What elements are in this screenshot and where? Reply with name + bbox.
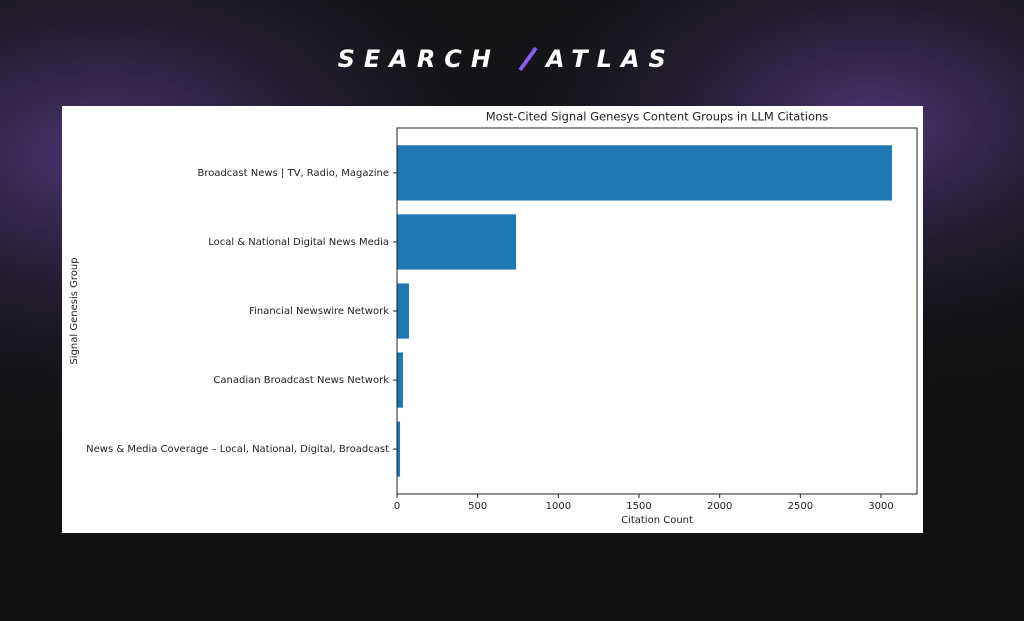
logo-right: ATLAS bbox=[544, 45, 675, 73]
y-tick-label: Canadian Broadcast News Network bbox=[213, 375, 389, 386]
bar bbox=[397, 421, 401, 477]
chart-title: Most-Cited Signal Genesys Content Groups… bbox=[486, 110, 829, 124]
bar bbox=[397, 214, 517, 270]
x-tick-label: 500 bbox=[468, 501, 487, 512]
plot-frame bbox=[396, 127, 918, 495]
x-tick-label: 1500 bbox=[626, 501, 651, 512]
y-tick-label: News & Media Coverage – Local, National,… bbox=[86, 444, 389, 455]
logo-slash bbox=[518, 46, 538, 72]
x-tick-label: 1000 bbox=[546, 501, 571, 512]
bar bbox=[397, 145, 892, 201]
x-tick-label: 2000 bbox=[707, 501, 732, 512]
y-axis-label: Signal Genesis Group bbox=[69, 257, 80, 364]
logo-left: SEARCH bbox=[338, 45, 500, 73]
bar bbox=[397, 283, 409, 339]
x-axis-label: Citation Count bbox=[621, 515, 693, 526]
y-tick-label: Broadcast News | TV, Radio, Magazine bbox=[197, 168, 389, 179]
x-tick-label: 0 bbox=[394, 501, 400, 512]
bar bbox=[397, 352, 403, 408]
y-tick-label: Financial Newswire Network bbox=[249, 306, 389, 317]
x-tick-label: 2500 bbox=[788, 501, 813, 512]
y-tick-label: Local & National Digital News Media bbox=[208, 237, 389, 248]
x-tick-label: 3000 bbox=[868, 501, 893, 512]
